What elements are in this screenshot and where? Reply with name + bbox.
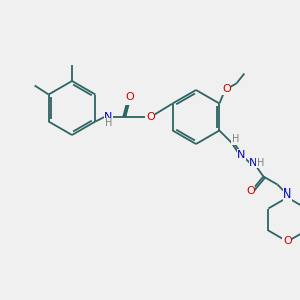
Text: H: H (232, 134, 239, 145)
Text: N: N (237, 149, 246, 160)
Text: O: O (246, 187, 255, 196)
Text: N: N (104, 112, 112, 122)
Text: O: O (125, 92, 134, 101)
Text: O: O (222, 85, 231, 94)
Text: N: N (283, 188, 292, 197)
Text: O: O (124, 94, 133, 104)
Text: H: H (257, 158, 264, 167)
Text: O: O (146, 112, 155, 122)
Text: N: N (249, 158, 258, 167)
Text: N: N (283, 190, 292, 200)
Text: O: O (283, 236, 292, 247)
Text: H: H (105, 118, 112, 128)
